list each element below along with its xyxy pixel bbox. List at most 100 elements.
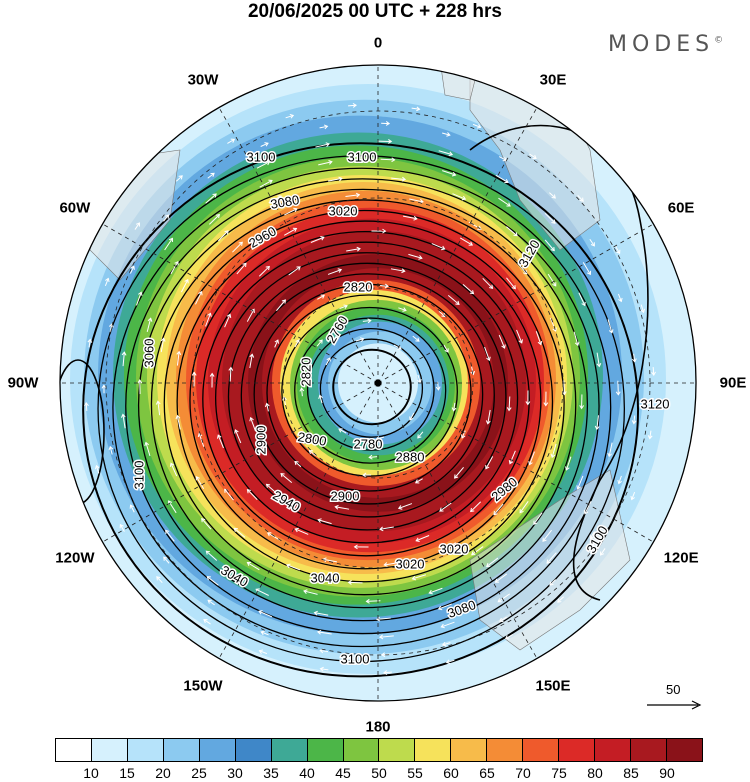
vector-head bbox=[347, 580, 352, 585]
height-contour-7 bbox=[240, 273, 495, 518]
vector-head bbox=[415, 537, 420, 542]
vector-shaft bbox=[482, 277, 493, 289]
vector-shaft bbox=[348, 104, 357, 107]
vector-shaft bbox=[462, 284, 474, 295]
vector-shaft bbox=[557, 596, 565, 603]
vector-head bbox=[108, 445, 114, 451]
vector-head bbox=[197, 432, 203, 438]
vector-head bbox=[274, 339, 280, 344]
wind-vector-164 bbox=[205, 193, 217, 204]
vector-shaft bbox=[109, 446, 113, 455]
vector-shaft bbox=[631, 491, 636, 500]
vector-head bbox=[519, 509, 524, 514]
vector-shaft bbox=[284, 208, 298, 216]
height-contour-5 bbox=[266, 294, 472, 492]
vector-shaft bbox=[533, 512, 543, 525]
vector-head bbox=[233, 527, 238, 532]
wind-vector-59 bbox=[485, 456, 494, 470]
vector-shaft bbox=[119, 524, 125, 532]
vector-head bbox=[318, 394, 323, 399]
vector-head bbox=[242, 262, 247, 267]
colorbar-tick-25: 25 bbox=[191, 765, 207, 781]
parallel-0 bbox=[282, 287, 474, 479]
wind-vector-57 bbox=[498, 334, 506, 349]
vector-shaft bbox=[266, 403, 269, 412]
contour-label-3: 2820 bbox=[344, 279, 373, 294]
vector-shaft bbox=[284, 228, 297, 236]
wind-vector-34 bbox=[460, 430, 466, 439]
vector-shaft bbox=[145, 442, 151, 457]
colorbar-tick-30: 30 bbox=[227, 765, 243, 781]
vector-head bbox=[169, 462, 175, 467]
wind-vector-207 bbox=[260, 630, 269, 636]
vector-shaft bbox=[157, 401, 161, 416]
vector-shaft bbox=[136, 474, 144, 489]
wind-vector-50 bbox=[234, 429, 242, 444]
vector-head bbox=[135, 474, 141, 479]
wind-vector-184 bbox=[108, 445, 114, 455]
vector-shaft bbox=[345, 194, 360, 198]
wind-vector-141 bbox=[208, 214, 221, 225]
wind-vector-99 bbox=[176, 350, 182, 366]
wind-vector-166 bbox=[315, 142, 330, 148]
vector-head bbox=[435, 386, 441, 391]
vector-shaft bbox=[485, 456, 494, 469]
vector-head bbox=[351, 489, 356, 495]
wind-vector-160 bbox=[120, 413, 126, 429]
vector-head bbox=[144, 441, 149, 447]
vector-head bbox=[265, 265, 270, 271]
vector-head bbox=[469, 290, 475, 295]
colorbar-tick-35: 35 bbox=[263, 765, 279, 781]
vector-head bbox=[365, 598, 370, 604]
vector-head bbox=[615, 391, 621, 396]
vector-shaft bbox=[486, 557, 499, 567]
wind-vector-9 bbox=[368, 454, 378, 460]
wind-vector-122 bbox=[328, 176, 343, 182]
longitude-label-60W: 60W bbox=[59, 199, 91, 217]
vector-shaft bbox=[203, 619, 211, 625]
wind-vector-44 bbox=[484, 346, 491, 362]
vector-shaft bbox=[130, 504, 135, 513]
vector-shaft bbox=[294, 339, 300, 348]
vector-head bbox=[532, 154, 537, 159]
vector-shaft bbox=[351, 491, 360, 494]
vector-head bbox=[337, 268, 343, 273]
vector-head bbox=[383, 670, 388, 675]
vector-head bbox=[617, 479, 622, 485]
contour-label-16: 3060 bbox=[141, 339, 156, 368]
vector-shaft bbox=[156, 576, 163, 584]
vector-shaft bbox=[95, 465, 100, 474]
vector-shaft bbox=[447, 295, 460, 305]
vector-head bbox=[565, 466, 570, 471]
contour-label-2: 2800 bbox=[297, 429, 328, 449]
vector-head bbox=[440, 623, 445, 629]
vector-shaft bbox=[542, 529, 552, 542]
wind-vector-119 bbox=[180, 278, 189, 293]
colorbar-tick-75: 75 bbox=[551, 765, 567, 781]
wind-vector-0 bbox=[409, 412, 415, 421]
vector-shaft bbox=[260, 142, 269, 147]
vector-shaft bbox=[109, 323, 113, 332]
height-contour-13 bbox=[163, 209, 565, 596]
wind-vector-138 bbox=[137, 379, 143, 395]
vector-head bbox=[105, 277, 110, 283]
wind-vector-189 bbox=[207, 172, 215, 179]
vector-shaft bbox=[301, 388, 303, 397]
vector-shaft bbox=[577, 475, 584, 490]
vector-head bbox=[207, 312, 212, 317]
vector-head bbox=[428, 589, 433, 595]
colorbar-swatch-14 bbox=[559, 739, 596, 761]
wind-vector-68 bbox=[310, 236, 325, 243]
wind-vector-35 bbox=[397, 503, 413, 510]
vector-head bbox=[164, 214, 170, 219]
wind-vector-162 bbox=[136, 291, 143, 306]
height-contour-2 bbox=[306, 327, 435, 451]
vector-head bbox=[413, 215, 418, 221]
vector-shaft bbox=[266, 483, 278, 494]
vector-head bbox=[163, 556, 168, 561]
wind-vector-142 bbox=[259, 179, 273, 188]
vector-head bbox=[454, 474, 459, 479]
vector-head bbox=[258, 649, 264, 654]
vector-head bbox=[160, 337, 166, 342]
height-contour-12 bbox=[176, 220, 554, 583]
